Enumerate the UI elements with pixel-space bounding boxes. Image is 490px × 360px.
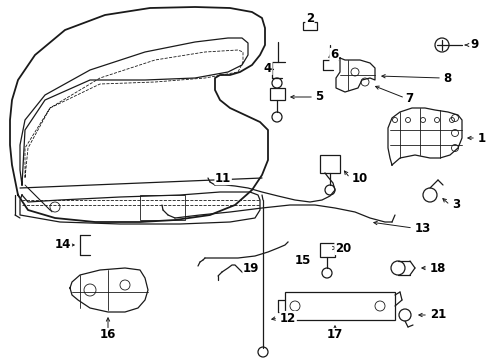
Text: 11: 11 [215, 171, 231, 184]
Bar [320, 243, 335, 257]
Text: 17: 17 [327, 328, 343, 342]
Text: 1: 1 [478, 131, 486, 144]
Text: 20: 20 [335, 242, 351, 255]
Text: 9: 9 [470, 39, 478, 51]
Bar [285, 292, 395, 320]
Text: 6: 6 [330, 49, 338, 62]
Text: 19: 19 [243, 261, 259, 274]
Text: 2: 2 [306, 12, 314, 24]
Text: 13: 13 [415, 221, 431, 234]
Text: 4: 4 [264, 62, 272, 75]
Text: 7: 7 [405, 91, 413, 104]
Text: 15: 15 [295, 253, 311, 266]
Bar [270, 88, 285, 100]
Text: 14: 14 [55, 238, 72, 252]
Text: 18: 18 [430, 261, 446, 274]
Text: 21: 21 [430, 309, 446, 321]
Text: 16: 16 [100, 328, 116, 342]
Bar [140, 195, 185, 220]
Text: 10: 10 [352, 171, 368, 184]
Text: 5: 5 [315, 90, 323, 104]
Bar [303, 22, 317, 30]
Text: 8: 8 [443, 72, 451, 85]
Bar [320, 155, 340, 173]
Text: 3: 3 [452, 198, 460, 211]
Text: 12: 12 [280, 311, 296, 324]
